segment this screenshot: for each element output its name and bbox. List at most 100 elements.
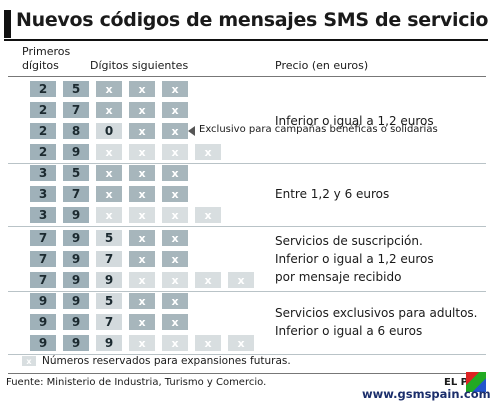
- reserved-cell: x: [228, 335, 254, 351]
- digit-cell: 9: [30, 335, 56, 351]
- digit-cell: 2: [30, 102, 56, 118]
- reserved-cell: x: [195, 335, 221, 351]
- next-cell: x: [96, 102, 122, 118]
- next-cell: x: [96, 186, 122, 202]
- reserved-cell: x: [228, 272, 254, 288]
- next-cell: x: [129, 293, 155, 309]
- next-cell: x: [129, 81, 155, 97]
- digit-cell: 7: [96, 251, 122, 267]
- title: Nuevos códigos de mensajes SMS de servic…: [16, 9, 489, 31]
- next-cell: x: [96, 165, 122, 181]
- watermark: www.gsmspain.com: [362, 387, 491, 401]
- footer-brand: EL P: [444, 377, 469, 388]
- logo: [466, 372, 486, 392]
- reserved-cell: x: [129, 144, 155, 160]
- header-first: Primeros dígitos: [22, 45, 70, 73]
- digit-cell: 5: [63, 165, 89, 181]
- next-cell: x: [162, 314, 188, 330]
- rule: [8, 226, 486, 227]
- note-arrow: [188, 126, 195, 136]
- digit-cell: 7: [30, 272, 56, 288]
- digit-cell: 5: [63, 81, 89, 97]
- digit-cell: 9: [63, 314, 89, 330]
- note: Exclusivo para campañas benéficas o soli…: [199, 124, 438, 135]
- rule: [8, 354, 486, 355]
- rule: [8, 373, 486, 374]
- digit-cell: 9: [96, 272, 122, 288]
- digit-cell: 7: [30, 251, 56, 267]
- reserved-cell: x: [162, 144, 188, 160]
- header-price: Precio (en euros): [275, 59, 369, 72]
- reserved-cell: x: [162, 335, 188, 351]
- digit-cell: 9: [63, 144, 89, 160]
- digit-cell: 7: [96, 314, 122, 330]
- reserved-cell: x: [96, 207, 122, 223]
- digit-cell: 9: [63, 335, 89, 351]
- reserved-cell: x: [129, 335, 155, 351]
- header-next: Dígitos siguientes: [90, 59, 189, 72]
- price: Servicios de suscripción.: [275, 234, 423, 248]
- digit-cell: 9: [63, 251, 89, 267]
- next-cell: x: [129, 314, 155, 330]
- reserved-cell: x: [162, 272, 188, 288]
- next-cell: x: [129, 123, 155, 139]
- next-cell: x: [96, 81, 122, 97]
- reserved-cell: x: [96, 144, 122, 160]
- digit-cell: 5: [96, 293, 122, 309]
- digit-cell: 2: [30, 144, 56, 160]
- digit-cell: 7: [63, 186, 89, 202]
- title-rule: [4, 39, 488, 41]
- reserved-cell: x: [195, 207, 221, 223]
- price: Inferior o igual a 1,2 euros: [275, 252, 434, 266]
- rule: [8, 163, 486, 164]
- reserved-cell: x: [195, 144, 221, 160]
- digit-cell: 7: [30, 230, 56, 246]
- rule: [8, 291, 486, 292]
- price: Entre 1,2 y 6 euros: [275, 187, 390, 201]
- digit-cell: 2: [30, 123, 56, 139]
- digit-cell: 3: [30, 165, 56, 181]
- digit-cell: 9: [96, 335, 122, 351]
- digit-cell: 7: [63, 102, 89, 118]
- digit-cell: 9: [63, 293, 89, 309]
- reserved-cell: x: [195, 272, 221, 288]
- next-cell: x: [129, 165, 155, 181]
- next-cell: x: [129, 251, 155, 267]
- digit-cell: 3: [30, 186, 56, 202]
- header-first-line: dígitos: [22, 59, 59, 72]
- legend-text: Números reservados para expansiones futu…: [42, 355, 291, 367]
- price: Inferior o igual a 1,2 euros: [275, 113, 434, 128]
- digit-cell: 3: [30, 207, 56, 223]
- next-cell: x: [129, 186, 155, 202]
- next-cell: x: [129, 102, 155, 118]
- digit-cell: 0: [96, 123, 122, 139]
- next-cell: x: [162, 123, 188, 139]
- reserved-cell: x: [129, 272, 155, 288]
- digit-cell: 2: [30, 81, 56, 97]
- reserved-cell: x: [129, 207, 155, 223]
- next-cell: x: [162, 81, 188, 97]
- footer-source: Fuente: Ministerio de Industria, Turismo…: [6, 377, 267, 388]
- next-cell: x: [129, 230, 155, 246]
- header-first-line: Primeros: [22, 45, 71, 58]
- price: Servicios exclusivos para adultos.: [275, 306, 478, 320]
- title-bar: [4, 10, 11, 38]
- next-cell: x: [162, 102, 188, 118]
- digit-cell: 5: [96, 230, 122, 246]
- digit-cell: 9: [30, 293, 56, 309]
- digit-cell: 9: [63, 230, 89, 246]
- price: por mensaje recibido: [275, 270, 402, 284]
- rule: [8, 76, 486, 77]
- digit-cell: 9: [63, 272, 89, 288]
- next-cell: x: [162, 186, 188, 202]
- digit-cell: 8: [63, 123, 89, 139]
- legend-swatch: x: [22, 356, 36, 366]
- reserved-cell: x: [162, 207, 188, 223]
- next-cell: x: [162, 293, 188, 309]
- next-cell: x: [162, 251, 188, 267]
- digit-cell: 9: [30, 314, 56, 330]
- digit-cell: 9: [63, 207, 89, 223]
- next-cell: x: [162, 165, 188, 181]
- price: Inferior o igual a 6 euros: [275, 324, 423, 338]
